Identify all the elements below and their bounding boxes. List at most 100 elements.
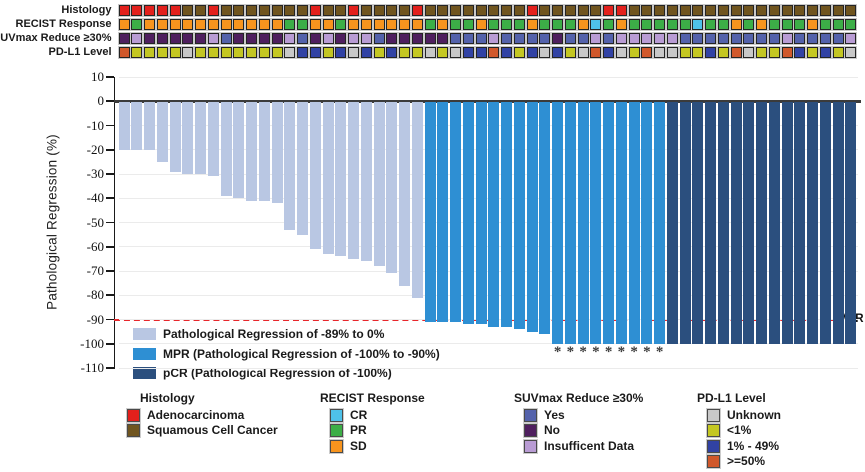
suvmax-marker [194,32,207,45]
pdl1-marker [844,46,858,59]
histology-marker [742,4,756,17]
recist-marker [143,18,156,31]
waterfall-bar [373,102,385,267]
suvmax-marker [755,32,768,45]
waterfall-bar [756,102,768,344]
suvmax-marker [398,32,411,45]
suvmax-marker [665,32,679,45]
waterfall-bar [386,102,398,274]
pdl1-marker [130,46,144,59]
bottom-legend-swatch-no [523,423,538,438]
waterfall-bar [845,102,857,344]
bottom-legend-title-1: RECIST Response [320,391,425,405]
recist-marker [219,18,233,31]
waterfall-bar [462,102,474,325]
suvmax-marker [640,32,654,45]
waterfall-bar [641,102,653,344]
pdl1-marker [359,46,373,59]
histology-marker [614,4,628,17]
y-axis-tick-label: -80 [86,287,104,303]
recist-marker [525,18,539,31]
recist-marker [780,18,794,31]
y-axis-tick-label: -70 [86,263,104,278]
histology-marker [181,4,195,17]
bottom-legend-swatch-SD [329,438,344,454]
suvmax-marker [627,32,641,45]
histology-marker [563,4,577,17]
recist-marker [538,18,552,31]
significance-asterisk: * [553,344,562,360]
y-axis-tick-label: -100 [80,335,104,351]
suvmax-marker [512,32,526,45]
waterfall-bar [628,102,640,344]
significance-asterisk: * [566,344,575,360]
waterfall-bar [603,102,615,344]
recist-marker [551,18,564,31]
histology-marker [270,4,284,17]
bottom-legend-title-0: Histology [140,391,195,405]
suvmax-marker [576,32,590,45]
bottom-legend-swatch-scc [126,423,141,438]
significance-asterisk: * [655,344,664,360]
legend-label-pcr: pCR (Pathological Regression of -100%) [163,366,392,380]
legend-swatch-pcr [133,367,156,379]
recist-marker [155,18,169,31]
histology-marker [398,4,411,17]
significance-asterisk: * [630,344,638,360]
histology-marker [321,4,335,17]
recist-marker [563,18,577,31]
waterfall-bar [501,102,513,327]
pdl1-marker [257,46,271,59]
pdl1-marker [385,46,399,59]
suvmax-marker [551,32,564,45]
histology-marker [334,4,348,17]
pdl1-marker [678,46,692,59]
significance-asterisk: * [604,344,613,360]
histology-marker [449,4,462,17]
recist-marker [755,18,768,31]
waterfall-bar [819,102,831,344]
bottom-legend-label-unknown: Unknown [727,407,781,422]
suvmax-marker [461,32,475,45]
histology-marker [538,4,552,17]
waterfall-bar [488,102,500,327]
pdl1-marker [716,46,730,59]
histology-marker [385,4,399,17]
pdl1-marker [512,46,526,59]
suvmax-marker [168,32,182,45]
suvmax-marker [436,32,450,45]
bottom-legend-title-2: SUVmax Reduce ≥30% [514,391,644,405]
suvmax-marker [487,32,501,45]
pdl1-marker [372,46,386,59]
suvmax-marker [423,32,437,45]
suvmax-marker [206,32,220,45]
pdl1-marker [474,46,488,59]
recist-marker [640,18,654,31]
pdl1-marker [143,46,156,59]
recist-marker [194,18,207,31]
histology-marker [525,4,539,17]
waterfall-bar [654,102,666,344]
y-axis-title: Pathological Regression (%) [44,134,60,310]
histology-marker [474,4,488,17]
histology-marker [423,4,437,17]
suvmax-marker [117,32,131,45]
waterfall-bar [144,102,156,150]
gridline [118,76,858,78]
suvmax-marker [691,32,705,45]
pdl1-marker [398,46,411,59]
pdl1-marker [589,46,603,59]
recist-marker [627,18,641,31]
suvmax-marker [793,32,807,45]
pdl1-marker [500,46,513,59]
histology-marker [308,4,322,17]
recist-marker [283,18,297,31]
waterfall-bar [450,102,462,322]
recist-marker [257,18,271,31]
pdl1-marker [793,46,807,59]
suvmax-marker [321,32,335,45]
y-axis-tick-label: -10 [86,117,104,133]
y-axis-tick-label: -60 [86,238,104,254]
pdl1-marker [410,46,424,59]
suvmax-marker [257,32,271,45]
